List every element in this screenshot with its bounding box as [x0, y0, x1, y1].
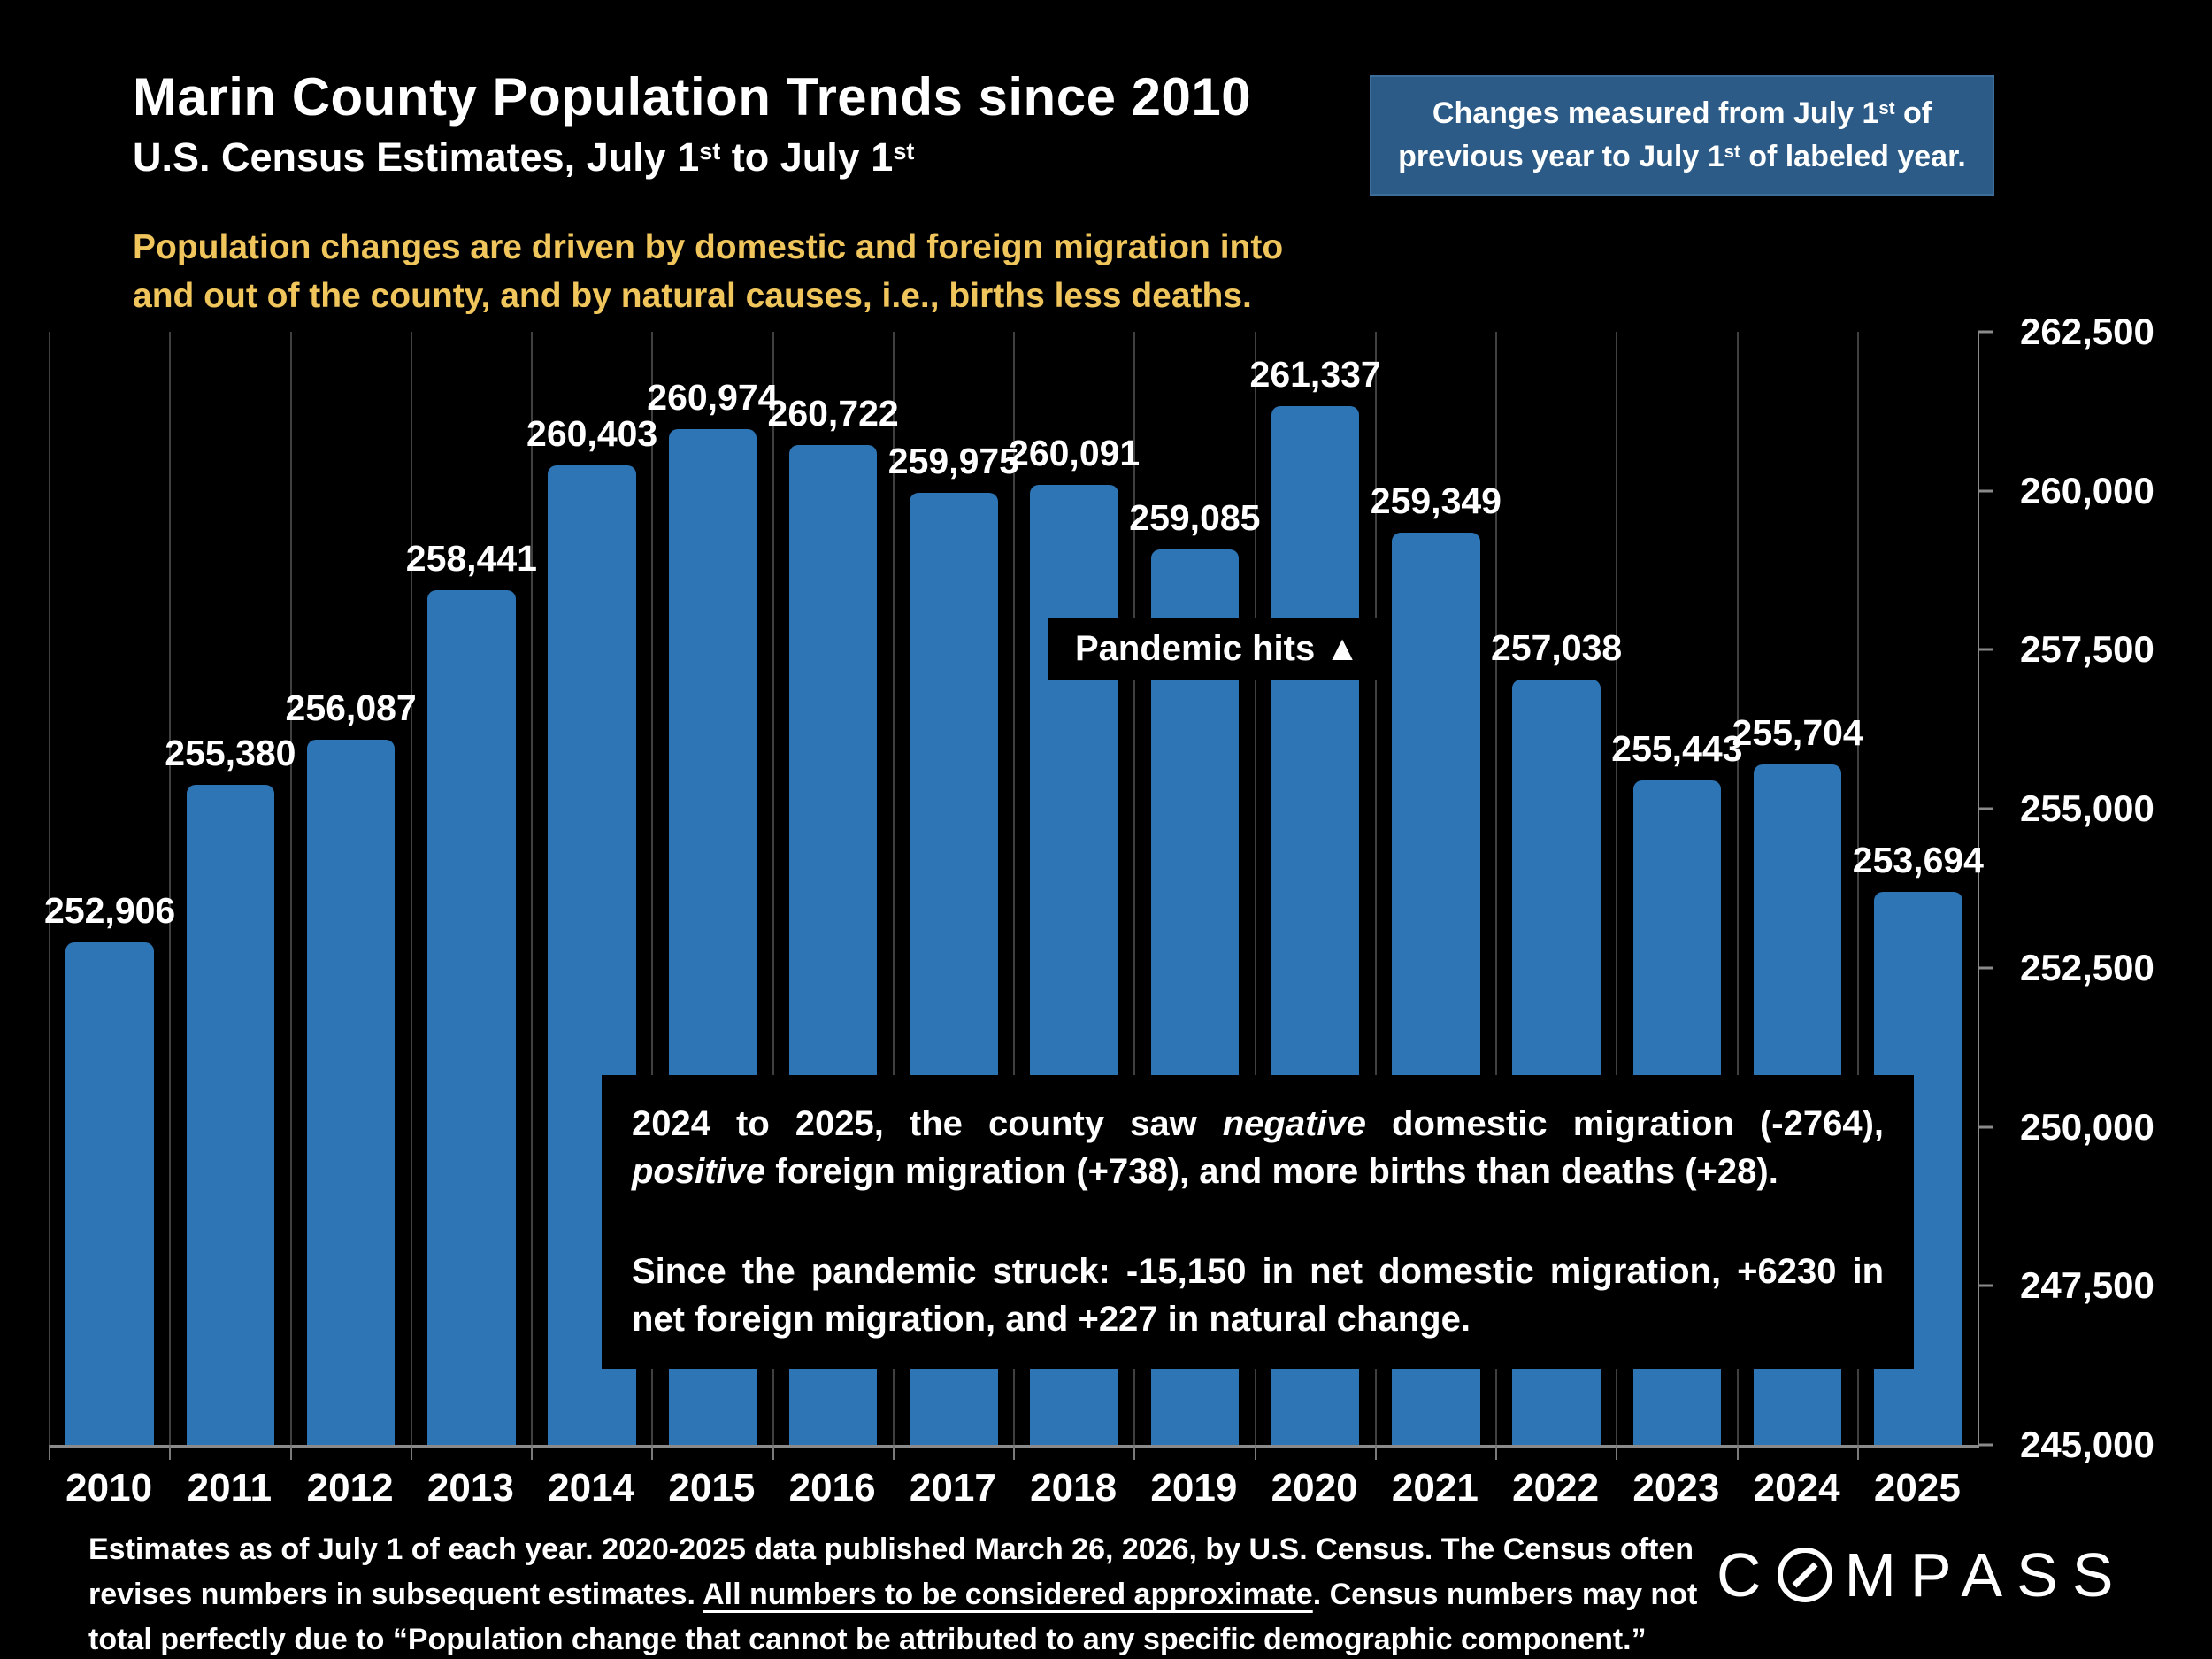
y-tick-245000 — [1978, 1443, 1993, 1447]
x-tick-2018 — [1013, 1445, 1133, 1460]
compass-logo: C MPASS — [1717, 1540, 2127, 1610]
y-tick-247500 — [1978, 1284, 1993, 1287]
x-tick-2014 — [531, 1445, 651, 1460]
bar-value-label-2010: 252,906 — [44, 889, 176, 931]
migration-info-box: 2024 to 2025, the county saw negative do… — [602, 1075, 1914, 1369]
pandemic-annotation: Pandemic hits ▲ — [1048, 618, 1386, 680]
x-tick-2013 — [410, 1445, 531, 1460]
y-axis-label-257500: 257,500 — [2020, 628, 2154, 671]
footnote: Estimates as of July 1 of each year. 202… — [88, 1532, 1698, 1656]
bar-value-label-2025: 253,694 — [1852, 840, 1984, 881]
y-tick-260000 — [1978, 489, 1993, 493]
x-axis-label-2015: 2015 — [668, 1466, 756, 1509]
compass-o-icon — [1777, 1548, 1832, 1602]
x-tick-2015 — [651, 1445, 772, 1460]
x-tick-2012 — [289, 1445, 411, 1460]
y-axis-label-247500: 247,500 — [2020, 1264, 2154, 1307]
bar-value-label-2024: 255,704 — [1732, 711, 1863, 753]
x-tick-2010 — [49, 1445, 169, 1460]
y-tick-250000 — [1978, 1125, 1993, 1129]
page-title: Marin County Population Trends since 201… — [133, 67, 1252, 127]
x-tick-2023 — [1616, 1445, 1736, 1460]
y-axis-label-260000: 260,000 — [2020, 469, 2154, 511]
bar-value-label-2013: 258,441 — [405, 537, 537, 579]
x-axis-label-2013: 2013 — [426, 1466, 514, 1509]
x-tick-2019 — [1133, 1445, 1254, 1460]
bar-column-2025: 253,694 — [1853, 332, 1984, 1445]
bar-value-label-2018: 260,091 — [1009, 433, 1141, 474]
x-tick-2022 — [1495, 1445, 1616, 1460]
x-tick-2024 — [1736, 1445, 1857, 1460]
x-axis-ticks — [49, 1445, 1978, 1460]
note-line-2: previous year to July 1st of labeled yea… — [1398, 140, 1966, 173]
bar-2012 — [306, 740, 396, 1445]
x-axis-label-2023: 2023 — [1632, 1466, 1720, 1509]
x-axis-label-2019: 2019 — [1150, 1466, 1238, 1509]
x-axis-label-2016: 2016 — [788, 1466, 876, 1509]
bar-value-label-2016: 260,722 — [767, 392, 899, 434]
y-axis-label-250000: 250,000 — [2020, 1105, 2154, 1148]
bar-2011 — [186, 784, 275, 1445]
bar-value-label-2020: 261,337 — [1249, 353, 1381, 395]
bar-column-2010: 252,906 — [44, 332, 175, 1445]
bar-value-label-2022: 257,038 — [1491, 626, 1623, 668]
x-axis-label-2020: 2020 — [1271, 1466, 1358, 1509]
note-line-1: Changes measured from July 1st of — [1432, 96, 1932, 130]
y-axis-label-255000: 255,000 — [2020, 787, 2154, 830]
bar-value-label-2017: 259,975 — [887, 440, 1019, 481]
bar-value-label-2019: 259,085 — [1129, 496, 1261, 538]
x-tick-2011 — [169, 1445, 289, 1460]
bar-2010 — [65, 941, 154, 1445]
x-axis-label-2010: 2010 — [65, 1466, 153, 1509]
logo-letters-mpass: MPASS — [1844, 1540, 2128, 1609]
x-tick-2020 — [1254, 1445, 1375, 1460]
logo-letter-c: C — [1717, 1540, 1776, 1609]
y-tick-255000 — [1978, 807, 1993, 810]
bar-value-label-2021: 259,349 — [1370, 480, 1502, 521]
page-subtitle: U.S. Census Estimates, July 1st to July … — [133, 134, 914, 180]
x-tick-2016 — [772, 1445, 893, 1460]
bar-value-label-2012: 256,087 — [285, 687, 417, 729]
x-axis-label-2012: 2012 — [306, 1466, 394, 1509]
y-axis-label-252500: 252,500 — [2020, 946, 2154, 988]
x-axis-labels: 2010 2011 2012 2013 2014 2015 2016 2017 2018 2019… — [49, 1466, 1978, 1510]
x-tick-2025 — [1856, 1445, 1978, 1460]
x-tick-2017 — [892, 1445, 1013, 1460]
bar-column-2013: 258,441 — [406, 332, 537, 1445]
bar-column-2012: 256,087 — [286, 332, 417, 1445]
x-axis-label-2011: 2011 — [187, 1466, 273, 1509]
subtitle-superscript: st — [699, 137, 721, 165]
bar-value-label-2011: 255,380 — [165, 732, 296, 773]
bar-2013 — [427, 589, 516, 1445]
x-axis-label-2014: 2014 — [548, 1466, 635, 1509]
subtitle-text: U.S. Census Estimates, July 1 — [133, 134, 700, 180]
intro-paragraph: Population changes are driven by domesti… — [133, 228, 1284, 316]
x-tick-2021 — [1374, 1445, 1495, 1460]
y-tick-252500 — [1978, 966, 1993, 970]
x-axis-label-2022: 2022 — [1512, 1466, 1600, 1509]
x-axis-label-2018: 2018 — [1030, 1466, 1118, 1509]
info-paragraph-1: 2024 to 2025, the county saw negative do… — [632, 1104, 1885, 1192]
y-tick-257500 — [1978, 648, 1993, 651]
y-axis-label-245000: 245,000 — [2020, 1424, 2154, 1465]
subtitle-superscript-2: st — [893, 137, 915, 165]
x-axis-label-2025: 2025 — [1873, 1466, 1961, 1509]
bar-column-2011: 255,380 — [165, 332, 296, 1445]
bar-value-label-2014: 260,403 — [526, 412, 658, 454]
measurement-note-box: Changes measured from July 1st of previo… — [1370, 75, 1994, 196]
y-axis-label-262500: 262,500 — [2020, 311, 2154, 352]
bar-value-label-2015: 260,974 — [647, 376, 779, 418]
bar-value-label-2023: 255,443 — [1611, 728, 1743, 770]
x-axis-label-2021: 2021 — [1391, 1466, 1479, 1509]
y-axis: 262,500 260,000 257,500 255,000 252,500 250,0… — [1978, 311, 2212, 1465]
x-axis-label-2024: 2024 — [1753, 1466, 1840, 1509]
subtitle-text-2: to July 1 — [720, 134, 894, 180]
x-axis-label-2017: 2017 — [909, 1466, 996, 1509]
info-paragraph-2: Since the pandemic struck: -15,150 in ne… — [632, 1251, 1884, 1340]
y-tick-262500 — [1978, 330, 1993, 334]
